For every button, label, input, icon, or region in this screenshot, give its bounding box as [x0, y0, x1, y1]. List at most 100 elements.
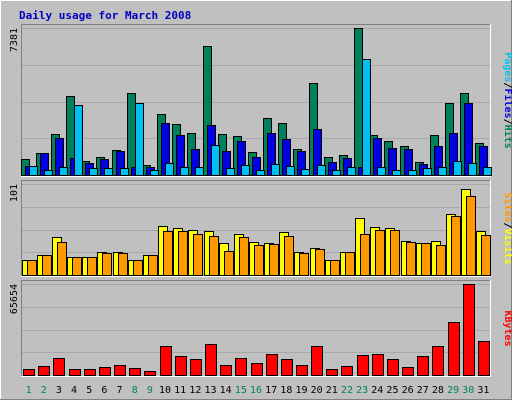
bar-sites-22	[345, 252, 355, 276]
legend-item-kbytes: KBytes	[502, 310, 512, 346]
bar-sites-11	[178, 231, 188, 276]
x-tick-label-23: 23	[356, 385, 368, 396]
bar-sites-30	[466, 196, 476, 276]
bar-kbytes-10	[160, 346, 172, 376]
y-max-label: 65654	[9, 284, 20, 314]
legend-separator: /	[502, 119, 512, 125]
x-tick-label-20: 20	[311, 385, 323, 396]
bar-kbytes-23	[357, 355, 369, 376]
bar-pages-28	[438, 167, 447, 176]
bar-pages-21	[332, 170, 341, 176]
bar-pages-16	[256, 170, 265, 176]
bar-sites-29	[451, 216, 461, 276]
x-tick-label-3: 3	[56, 385, 62, 396]
bar-sites-21	[330, 260, 340, 276]
bar-pages-23	[362, 59, 371, 176]
bar-pages-19	[301, 169, 310, 176]
bar-sites-7	[118, 253, 128, 276]
bar-pages-8	[135, 103, 144, 176]
bar-kbytes-27	[417, 356, 429, 376]
bar-kbytes-21	[326, 369, 338, 376]
x-tick-label-8: 8	[132, 385, 138, 396]
bar-kbytes-5	[84, 369, 96, 376]
x-tick-label-1: 1	[26, 385, 32, 396]
x-tick-label-15: 15	[235, 385, 247, 396]
bar-sites-10	[163, 231, 173, 276]
bar-pages-5	[89, 168, 98, 176]
bar-sites-27	[421, 243, 431, 276]
bar-pages-7	[120, 168, 129, 176]
bar-sites-15	[239, 237, 249, 276]
x-tick-label-19: 19	[295, 385, 307, 396]
bar-pages-2	[44, 170, 53, 176]
x-tick-label-21: 21	[326, 385, 338, 396]
y-max-label: 7381	[9, 28, 20, 52]
bar-pages-27	[423, 168, 432, 176]
x-tick-label-27: 27	[417, 385, 429, 396]
x-tick-label-12: 12	[189, 385, 201, 396]
plot-area	[21, 280, 491, 377]
panel-kbytes: 65654 KBytes	[9, 280, 512, 377]
bar-kbytes-28	[432, 346, 444, 376]
bar-kbytes-9	[144, 371, 156, 376]
legend: Pages/Files/Hits	[502, 52, 512, 148]
bar-sites-1	[27, 260, 37, 276]
x-tick-label-4: 4	[71, 385, 77, 396]
x-tick-label-22: 22	[341, 385, 353, 396]
bar-kbytes-6	[99, 367, 111, 376]
bar-kbytes-25	[387, 359, 399, 376]
bar-kbytes-11	[175, 356, 187, 376]
bar-sites-8	[133, 260, 143, 276]
bar-kbytes-14	[220, 365, 232, 376]
bar-pages-10	[165, 163, 174, 176]
bar-sites-28	[436, 245, 446, 276]
bar-pages-6	[104, 168, 113, 176]
bar-kbytes-19	[296, 365, 308, 376]
bar-hits-23	[354, 28, 363, 176]
x-tick-label-31: 31	[477, 385, 489, 396]
x-tick-label-6: 6	[101, 385, 107, 396]
legend: Sites/Visits	[502, 192, 512, 264]
bar-kbytes-4	[69, 369, 81, 376]
bar-pages-25	[392, 170, 401, 176]
x-tick-label-13: 13	[204, 385, 216, 396]
x-tick-label-18: 18	[280, 385, 292, 396]
x-tick-label-30: 30	[462, 385, 474, 396]
x-tick-label-28: 28	[432, 385, 444, 396]
bar-sites-2	[42, 255, 52, 276]
x-tick-label-26: 26	[402, 385, 414, 396]
bar-pages-30	[468, 163, 477, 176]
bar-sites-20	[315, 249, 325, 276]
x-tick-label-2: 2	[41, 385, 47, 396]
bar-kbytes-18	[281, 359, 293, 376]
bar-sites-4	[72, 257, 82, 276]
bar-pages-29	[453, 161, 462, 176]
bar-pages-20	[317, 165, 326, 176]
x-tick-label-24: 24	[371, 385, 383, 396]
bar-sites-6	[102, 253, 112, 276]
bar-kbytes-1	[23, 369, 35, 376]
bar-kbytes-15	[235, 358, 247, 376]
bar-pages-4	[74, 105, 83, 176]
x-tick-label-10: 10	[159, 385, 171, 396]
bar-pages-14	[226, 168, 235, 176]
bar-kbytes-17	[266, 354, 278, 376]
bar-hits-8	[127, 93, 136, 176]
bar-kbytes-24	[372, 354, 384, 376]
bar-pages-22	[347, 167, 356, 176]
bar-kbytes-20	[311, 346, 323, 376]
bar-sites-12	[193, 234, 203, 276]
x-axis: 1 2 3 4 5 6 7 8 9 10 11 12 13 14 15 16 17 18 19 20 21 22 23 24 2…	[26, 385, 490, 396]
panel-hits-files-pages: 7381 Pages/Files/Hits	[9, 24, 512, 177]
bar-kbytes-3	[53, 358, 65, 376]
bar-pages-17	[271, 164, 280, 176]
bar-sites-24	[375, 230, 385, 276]
bar-sites-16	[254, 245, 264, 276]
bar-pages-11	[180, 167, 189, 176]
bar-sites-14	[224, 251, 234, 276]
x-tick-label-16: 16	[250, 385, 262, 396]
bar-sites-31	[481, 235, 491, 276]
bar-sites-19	[299, 253, 309, 276]
